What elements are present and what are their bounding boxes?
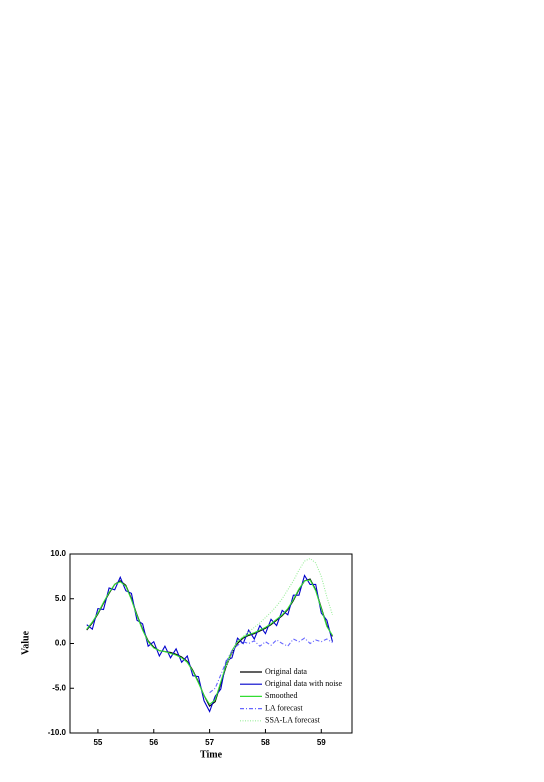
y-tick-label: 10.0	[50, 549, 66, 558]
x-tick-label: 55	[93, 738, 102, 747]
y-tick-label: 5.0	[55, 594, 67, 603]
legend-label: Smoothed	[265, 691, 297, 700]
legend-label: LA forecast	[265, 703, 303, 712]
legend-label: SSA-LA forecast	[265, 716, 321, 725]
series-line	[86, 579, 333, 706]
x-tick-label: 57	[205, 738, 214, 747]
series-line	[225, 557, 333, 667]
series-line	[209, 637, 333, 694]
legend-label: Original data	[265, 667, 307, 676]
y-tick-label: 0.0	[55, 639, 67, 648]
y-tick-label: -10.0	[48, 728, 67, 737]
y-axis-title: Value	[20, 630, 31, 655]
y-tick-label: -5.0	[52, 683, 66, 692]
x-axis-title: Time	[200, 749, 223, 760]
legend-label: Original data with noise	[265, 679, 343, 688]
x-tick-label: 58	[261, 738, 270, 747]
x-tick-label: 56	[149, 738, 158, 747]
x-tick-label: 59	[317, 738, 326, 747]
